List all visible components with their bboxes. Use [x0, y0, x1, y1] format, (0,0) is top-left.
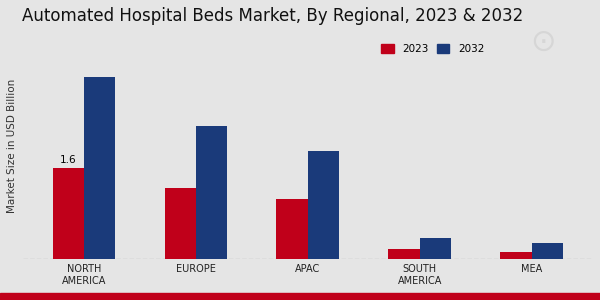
Bar [84, 77, 115, 259]
Bar [308, 151, 339, 259]
Bar [388, 249, 419, 259]
Text: 1.6: 1.6 [60, 155, 77, 165]
Bar [277, 200, 308, 259]
Y-axis label: Market Size in USD Billion: Market Size in USD Billion [7, 78, 17, 213]
Bar [196, 126, 227, 259]
Bar [419, 238, 451, 259]
Bar [532, 243, 563, 259]
Text: Automated Hospital Beds Market, By Regional, 2023 & 2032: Automated Hospital Beds Market, By Regio… [23, 7, 524, 25]
Bar [500, 252, 532, 259]
Bar [164, 188, 196, 259]
Bar [53, 168, 84, 259]
Text: ⊙: ⊙ [530, 28, 556, 56]
Legend: 2023, 2032: 2023, 2032 [382, 44, 484, 54]
